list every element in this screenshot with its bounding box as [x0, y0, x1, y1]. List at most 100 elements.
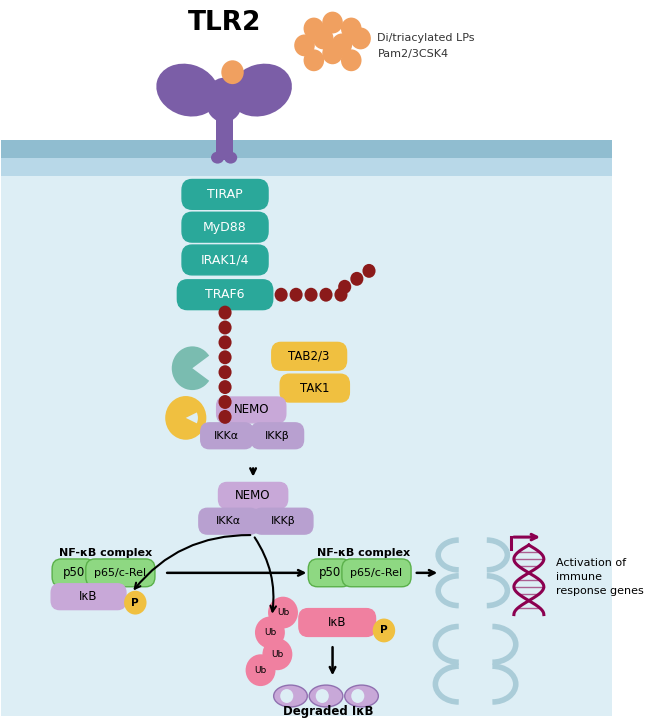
- Circle shape: [275, 288, 288, 302]
- Text: IκB: IκB: [79, 590, 98, 603]
- Text: P: P: [131, 598, 139, 608]
- Circle shape: [268, 597, 298, 629]
- FancyBboxPatch shape: [251, 423, 303, 449]
- Circle shape: [322, 42, 343, 64]
- FancyBboxPatch shape: [51, 584, 126, 610]
- Wedge shape: [172, 346, 209, 390]
- Circle shape: [313, 27, 334, 50]
- Circle shape: [218, 410, 232, 424]
- FancyBboxPatch shape: [201, 423, 253, 449]
- Text: IKKα: IKKα: [216, 516, 241, 526]
- Circle shape: [319, 288, 332, 302]
- Text: Ub: Ub: [264, 628, 276, 637]
- Circle shape: [373, 618, 395, 642]
- Circle shape: [218, 320, 232, 335]
- Circle shape: [246, 654, 275, 686]
- Text: Di/triacylated LPs: Di/triacylated LPs: [377, 33, 475, 43]
- Circle shape: [218, 336, 232, 349]
- Circle shape: [218, 365, 232, 379]
- Circle shape: [294, 35, 315, 56]
- Circle shape: [334, 288, 347, 302]
- Text: Activation of
immune
response genes: Activation of immune response genes: [556, 558, 644, 596]
- Text: p65/c-Rel: p65/c-Rel: [351, 568, 403, 578]
- Circle shape: [341, 50, 362, 71]
- Circle shape: [351, 27, 371, 50]
- Ellipse shape: [205, 78, 243, 122]
- Text: TAK1: TAK1: [300, 382, 330, 395]
- Text: p50: p50: [318, 567, 341, 580]
- FancyBboxPatch shape: [182, 212, 268, 242]
- FancyBboxPatch shape: [218, 482, 288, 508]
- Circle shape: [262, 639, 292, 670]
- FancyBboxPatch shape: [342, 559, 411, 587]
- Circle shape: [338, 280, 351, 294]
- FancyBboxPatch shape: [308, 559, 351, 587]
- FancyBboxPatch shape: [177, 280, 273, 310]
- Wedge shape: [186, 413, 198, 423]
- FancyBboxPatch shape: [216, 397, 286, 423]
- Bar: [1, 158, 612, 176]
- Ellipse shape: [230, 63, 292, 117]
- Text: NEMO: NEMO: [235, 489, 271, 502]
- Text: Ub: Ub: [277, 608, 289, 617]
- Text: IRAK1/4: IRAK1/4: [201, 253, 249, 266]
- Bar: [216, 115, 233, 160]
- Circle shape: [165, 396, 207, 440]
- FancyBboxPatch shape: [280, 374, 349, 402]
- Text: NEMO: NEMO: [233, 403, 269, 416]
- Text: IKKβ: IKKβ: [265, 431, 290, 441]
- Circle shape: [124, 590, 146, 615]
- FancyBboxPatch shape: [299, 608, 375, 636]
- Text: Pam2/3CSK4: Pam2/3CSK4: [377, 50, 449, 59]
- Circle shape: [362, 264, 375, 278]
- FancyBboxPatch shape: [199, 508, 259, 534]
- Circle shape: [218, 395, 232, 409]
- Text: p65/c-Rel: p65/c-Rel: [94, 568, 146, 578]
- Circle shape: [351, 272, 364, 286]
- FancyBboxPatch shape: [253, 508, 313, 534]
- Circle shape: [303, 50, 324, 71]
- FancyBboxPatch shape: [272, 343, 347, 370]
- Text: TRAF6: TRAF6: [205, 288, 245, 301]
- Text: MyD88: MyD88: [203, 220, 247, 234]
- Circle shape: [341, 17, 362, 40]
- FancyBboxPatch shape: [182, 179, 268, 210]
- Ellipse shape: [211, 152, 224, 163]
- Circle shape: [322, 12, 343, 33]
- Text: TAB2/3: TAB2/3: [288, 350, 330, 363]
- Ellipse shape: [351, 689, 364, 703]
- Circle shape: [305, 288, 318, 302]
- Text: NF-κB complex: NF-κB complex: [59, 548, 152, 558]
- Text: P: P: [380, 626, 388, 636]
- Ellipse shape: [316, 689, 329, 703]
- Circle shape: [218, 351, 232, 364]
- Ellipse shape: [345, 685, 379, 707]
- Text: Ub: Ub: [271, 649, 284, 659]
- Text: IKKβ: IKKβ: [271, 516, 296, 526]
- Circle shape: [221, 60, 244, 84]
- FancyBboxPatch shape: [86, 559, 155, 587]
- Text: TLR2: TLR2: [188, 9, 262, 35]
- Bar: [1, 155, 612, 716]
- Text: NF-κB complex: NF-κB complex: [317, 548, 410, 558]
- FancyBboxPatch shape: [52, 559, 95, 587]
- Ellipse shape: [273, 685, 307, 707]
- Circle shape: [255, 616, 285, 648]
- Ellipse shape: [156, 63, 219, 117]
- Circle shape: [303, 17, 324, 40]
- Ellipse shape: [280, 689, 293, 703]
- Text: TIRAP: TIRAP: [207, 188, 243, 201]
- Circle shape: [218, 306, 232, 320]
- Bar: [1, 140, 612, 158]
- Text: p50: p50: [63, 567, 85, 580]
- Text: Degraded IκB: Degraded IκB: [283, 706, 373, 719]
- Ellipse shape: [224, 152, 237, 163]
- FancyBboxPatch shape: [182, 245, 268, 275]
- Circle shape: [290, 288, 303, 302]
- Text: IκB: IκB: [328, 616, 347, 629]
- Ellipse shape: [309, 685, 343, 707]
- Circle shape: [332, 33, 353, 55]
- Circle shape: [218, 380, 232, 394]
- Text: IKKα: IKKα: [215, 431, 239, 441]
- Text: Ub: Ub: [254, 666, 267, 675]
